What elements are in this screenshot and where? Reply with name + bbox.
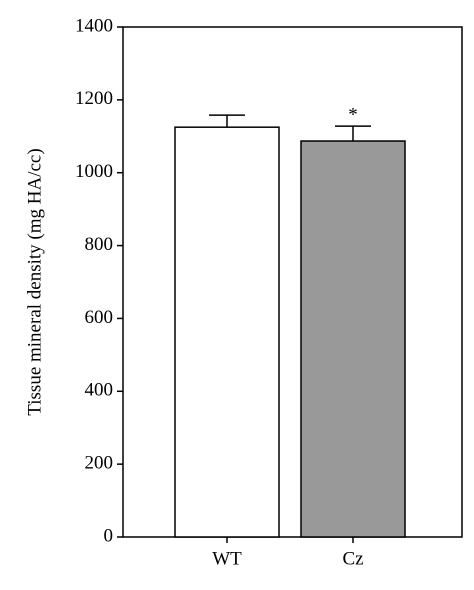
x-tick-label: WT — [212, 548, 242, 569]
y-tick-label: 0 — [104, 525, 114, 546]
bar — [174, 126, 280, 538]
y-tick-label: 1000 — [75, 161, 113, 182]
y-axis-label: Tissue mineral density (mg HA/cc) — [24, 148, 45, 415]
y-tick-label: 1400 — [75, 15, 113, 36]
y-tick-label: 600 — [85, 307, 114, 328]
x-tick-label: Cz — [342, 548, 363, 569]
annotation: * — [348, 104, 358, 125]
y-tick-label: 1200 — [75, 88, 113, 109]
plot-frame — [122, 26, 463, 538]
y-tick-label: 800 — [85, 234, 114, 255]
y-tick-label: 400 — [85, 380, 114, 401]
y-tick-label: 200 — [85, 453, 114, 474]
bar — [300, 140, 406, 538]
